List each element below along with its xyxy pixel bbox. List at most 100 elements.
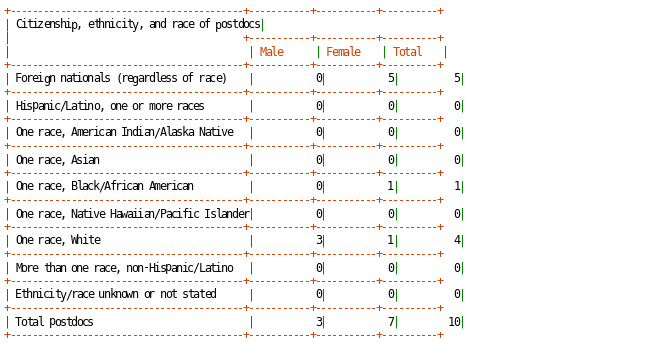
Text: |: | [459, 99, 466, 112]
Text: -: - [265, 302, 272, 315]
Text: -: - [60, 329, 67, 342]
Text: -: - [348, 113, 355, 126]
Text: -: - [232, 275, 239, 288]
Text: -: - [298, 248, 305, 261]
Text: -: - [259, 329, 266, 342]
Text: -: - [193, 194, 200, 207]
Text: -: - [226, 329, 233, 342]
Text: a: a [204, 261, 211, 274]
Text: -: - [259, 221, 266, 234]
Text: +: + [376, 302, 383, 315]
Text: a: a [82, 181, 89, 194]
Text: -: - [32, 5, 39, 18]
Text: -: - [326, 167, 333, 180]
Text: -: - [198, 113, 205, 126]
Text: |: | [249, 99, 255, 112]
Text: -: - [104, 59, 111, 72]
Text: 0: 0 [315, 207, 322, 221]
Text: -: - [198, 302, 205, 315]
Text: -: - [348, 140, 355, 153]
Text: -: - [292, 167, 300, 180]
Text: +: + [4, 167, 11, 180]
Text: -: - [87, 86, 94, 99]
Text: e: e [87, 19, 94, 32]
Text: n: n [76, 261, 83, 274]
Text: -: - [348, 221, 355, 234]
Text: -: - [365, 221, 372, 234]
Text: 0: 0 [454, 289, 460, 301]
Text: e: e [226, 127, 233, 139]
Text: ,: , [76, 19, 83, 32]
Text: |: | [4, 234, 11, 248]
Text: /: / [65, 289, 72, 301]
Text: -: - [315, 275, 322, 288]
Text: a: a [182, 99, 189, 112]
Text: -: - [220, 86, 228, 99]
Text: t: t [21, 289, 27, 301]
Text: -: - [165, 329, 172, 342]
Text: -: - [10, 275, 16, 288]
Text: -: - [387, 167, 394, 180]
Text: l: l [154, 72, 161, 86]
Text: +: + [243, 329, 250, 342]
Text: -: - [131, 59, 139, 72]
Text: a: a [171, 261, 178, 274]
Text: -: - [343, 302, 350, 315]
Text: -: - [65, 329, 72, 342]
Text: -: - [387, 86, 394, 99]
Text: -: - [281, 248, 288, 261]
Text: -: - [237, 86, 244, 99]
Text: -: - [415, 113, 422, 126]
Text: -: - [193, 59, 200, 72]
Text: +: + [309, 140, 317, 153]
Text: s: s [198, 99, 205, 112]
Text: W: W [71, 234, 78, 248]
Text: H: H [109, 207, 116, 221]
Text: T: T [392, 46, 400, 59]
Text: -: - [303, 59, 311, 72]
Text: -: - [432, 113, 438, 126]
Text: u: u [98, 289, 105, 301]
Text: -: - [259, 86, 266, 99]
Text: o: o [21, 316, 27, 328]
Text: +: + [243, 113, 250, 126]
Text: f: f [187, 72, 194, 86]
Text: -: - [182, 140, 189, 153]
Text: (: ( [115, 72, 122, 86]
Text: -: - [115, 275, 122, 288]
Text: e: e [32, 261, 39, 274]
Text: 1: 1 [387, 234, 394, 248]
Text: a: a [32, 316, 39, 328]
Text: -: - [259, 59, 266, 72]
Text: -: - [287, 194, 294, 207]
Text: -: - [237, 221, 244, 234]
Text: c: c [187, 261, 194, 274]
Text: -: - [171, 302, 178, 315]
Text: o: o [54, 316, 61, 328]
Text: s: s [160, 261, 167, 274]
Text: -: - [370, 167, 377, 180]
Text: -: - [109, 113, 116, 126]
Text: i: i [120, 19, 128, 32]
Text: -: - [15, 5, 22, 18]
Text: i: i [176, 207, 183, 221]
Text: r: r [176, 99, 183, 112]
Text: -: - [232, 302, 239, 315]
Text: -: - [187, 167, 194, 180]
Text: -: - [281, 59, 288, 72]
Text: -: - [131, 86, 139, 99]
Text: a: a [43, 207, 50, 221]
Text: n: n [21, 181, 27, 194]
Text: f: f [204, 19, 211, 32]
Text: -: - [315, 329, 322, 342]
Text: m: m [148, 99, 156, 112]
Text: -: - [232, 329, 239, 342]
Text: n: n [220, 261, 228, 274]
Text: -: - [276, 194, 283, 207]
Text: -: - [432, 59, 438, 72]
Text: 0: 0 [454, 207, 460, 221]
Text: -: - [254, 194, 261, 207]
Text: h: h [76, 234, 83, 248]
Text: -: - [287, 302, 294, 315]
Text: g: g [43, 72, 50, 86]
